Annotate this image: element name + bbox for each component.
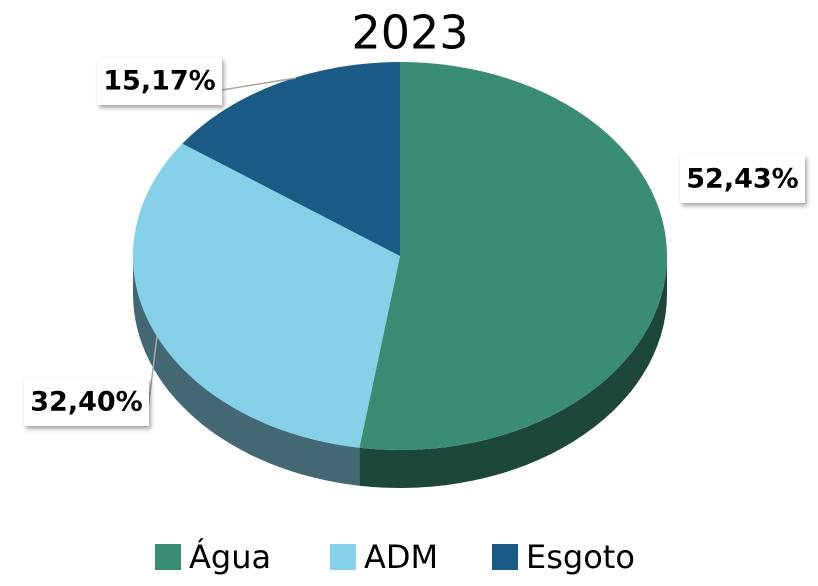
- slice: [133, 143, 401, 448]
- data-label: 52,43%: [686, 164, 798, 195]
- leader-line: [147, 335, 158, 411]
- legend-label: ADM: [364, 538, 438, 576]
- data-label: 32,40%: [30, 387, 142, 418]
- data-label: 15,17%: [103, 66, 215, 97]
- slice: [182, 62, 400, 256]
- legend-swatch: [330, 544, 356, 570]
- chart-title: 2023: [351, 6, 468, 60]
- slice: [359, 62, 668, 450]
- slice-side: [359, 256, 667, 488]
- label-box: [680, 155, 805, 203]
- label-box: [24, 378, 149, 426]
- legend-swatch: [155, 544, 181, 570]
- legend-label: Água: [189, 538, 271, 576]
- legend-label: Esgoto: [526, 538, 635, 576]
- leader-line: [221, 77, 297, 91]
- legend-swatch: [492, 544, 518, 570]
- slice-side: [133, 256, 360, 486]
- label-box: [97, 57, 222, 105]
